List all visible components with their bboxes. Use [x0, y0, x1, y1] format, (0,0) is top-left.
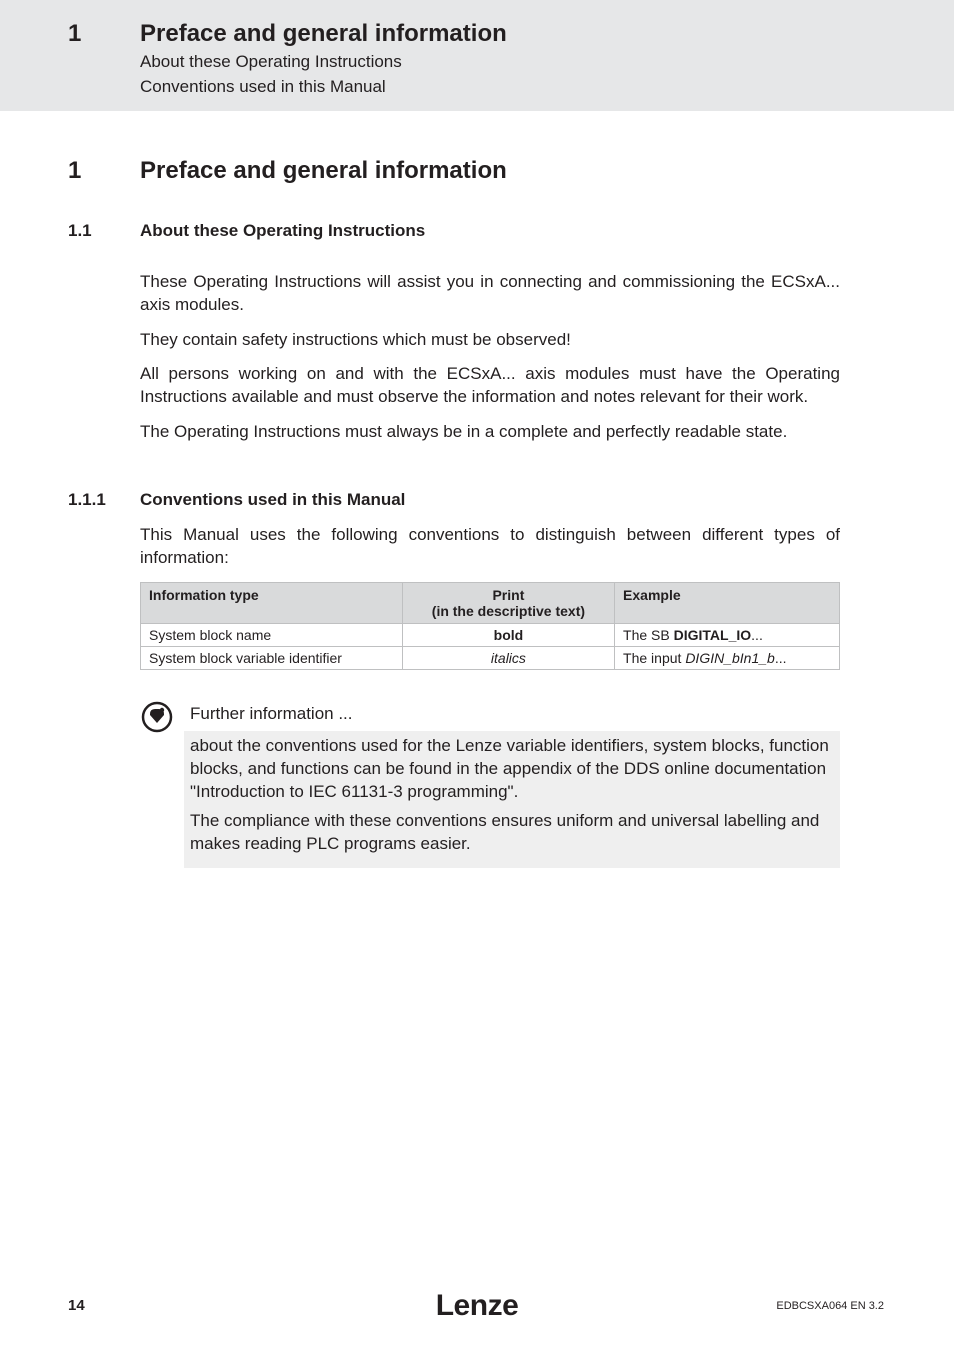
page-number: 14 [68, 1297, 85, 1314]
section-1-number: 1 [0, 157, 140, 185]
section-1-1-heading-row: 1.1 About these Operating Instructions [0, 221, 884, 241]
section-1-1-1-body: This Manual uses the following conventio… [0, 524, 884, 868]
cell-print-2: italics [402, 647, 614, 670]
section-1-title: Preface and general information [140, 157, 840, 185]
section-1-1-number: 1.1 [0, 221, 140, 241]
para-3: All persons working on and with the ECSx… [140, 363, 840, 409]
para-2: They contain safety instructions which m… [140, 329, 840, 352]
lenze-logo: Lenze [436, 1289, 519, 1323]
header-subtitle-2: Conventions used in this Manual [140, 76, 954, 99]
table-row: System block name bold The SB DIGITAL_IO… [141, 624, 840, 647]
info-callout: Further information ... about the conven… [140, 698, 840, 868]
info-icon [140, 698, 184, 868]
chapter-number: 1 [0, 20, 140, 48]
cell-example-1: The SB DIGITAL_IO... [615, 624, 840, 647]
section-1-heading-row: 1 Preface and general information [0, 157, 884, 185]
intro-para: This Manual uses the following conventio… [140, 524, 840, 570]
header-subtitle-1: About these Operating Instructions [140, 51, 954, 74]
page-header-inner: 1 Preface and general information About … [0, 20, 954, 99]
col-header-print-line1: Print [492, 587, 524, 603]
cell-ex1-bold: DIGITAL_IO [674, 627, 752, 643]
cell-ex2-italic: DIGIN_bIn1_b [685, 650, 775, 666]
callout-p1: about the conventions used for the Lenze… [190, 735, 834, 804]
page-content: 1 Preface and general information 1.1 Ab… [0, 157, 954, 868]
header-titles: Preface and general information About th… [140, 20, 954, 99]
cell-example-2: The input DIGIN_bIn1_b... [615, 647, 840, 670]
callout-body: Further information ... about the conven… [184, 698, 840, 868]
col-header-print-line2: (in the descriptive text) [432, 603, 585, 619]
section-1-1-text: These Operating Instructions will assist… [140, 271, 840, 457]
section-1-1-1-heading-row: 1.1.1 Conventions used in this Manual [0, 490, 884, 510]
callout-title: Further information ... [184, 698, 840, 731]
section-1-1-1-text: This Manual uses the following conventio… [140, 524, 840, 868]
para-4: The Operating Instructions must always b… [140, 421, 840, 444]
cell-ex1-pre: The SB [623, 627, 674, 643]
section-1-1-1-number: 1.1.1 [0, 490, 140, 510]
cell-ex1-post: ... [751, 627, 763, 643]
cell-print-2-italic: italics [491, 650, 526, 666]
conventions-table: Information type Print (in the descripti… [140, 582, 840, 670]
callout-shaded-box: about the conventions used for the Lenze… [184, 731, 840, 868]
page-footer: 14 Lenze EDBCSXA064 EN 3.2 [0, 1297, 954, 1314]
para-1: These Operating Instructions will assist… [140, 271, 840, 317]
section-1-1-title: About these Operating Instructions [140, 221, 840, 241]
cell-info-type-2: System block variable identifier [141, 647, 403, 670]
col-header-print: Print (in the descriptive text) [402, 583, 614, 624]
col-header-info-type: Information type [141, 583, 403, 624]
col-header-example: Example [615, 583, 840, 624]
cell-ex2-post: ... [775, 650, 787, 666]
cell-ex2-pre: The input [623, 650, 685, 666]
header-title: Preface and general information [140, 20, 954, 49]
cell-print-1: bold [402, 624, 614, 647]
doc-code: EDBCSXA064 EN 3.2 [776, 1300, 884, 1312]
table-header-row: Information type Print (in the descripti… [141, 583, 840, 624]
table-row: System block variable identifier italics… [141, 647, 840, 670]
section-1-1-body: These Operating Instructions will assist… [0, 271, 884, 457]
cell-info-type-1: System block name [141, 624, 403, 647]
callout-p2: The compliance with these conventions en… [190, 810, 834, 856]
section-1-1-1-title: Conventions used in this Manual [140, 490, 840, 510]
cell-print-1-bold: bold [494, 627, 524, 643]
page-header-band: 1 Preface and general information About … [0, 0, 954, 111]
